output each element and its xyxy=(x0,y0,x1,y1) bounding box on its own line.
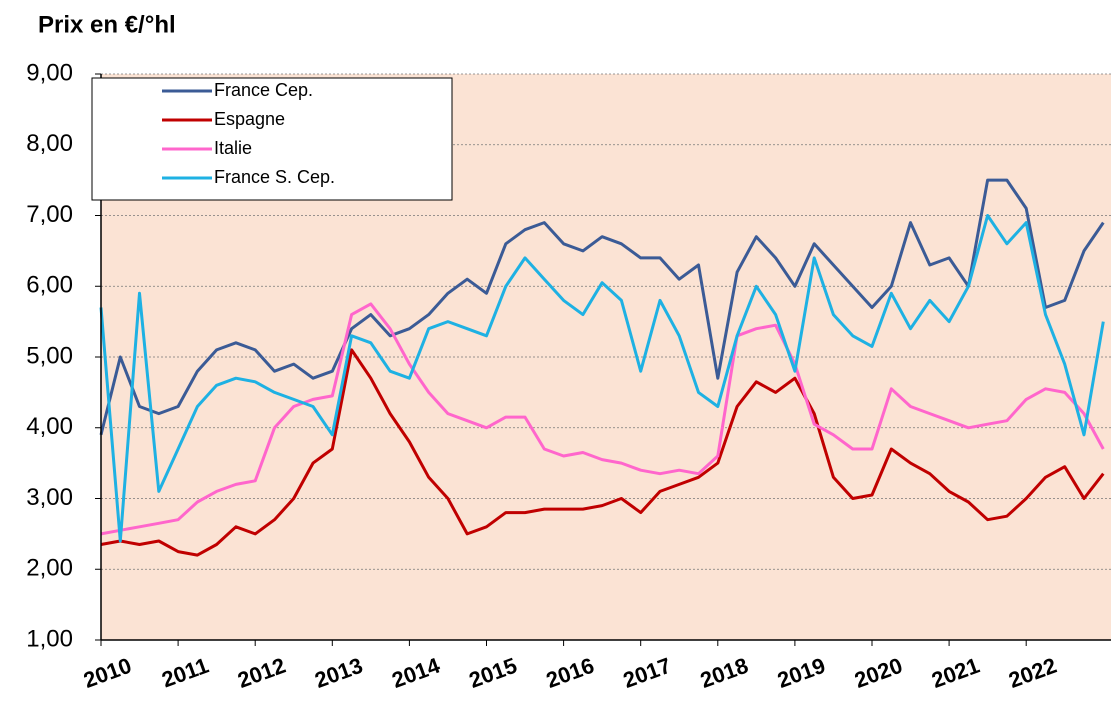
chart-title: Prix en €/°hl xyxy=(38,11,176,38)
lines xyxy=(99,178,1105,557)
x-tick-label: 2021 xyxy=(928,653,983,693)
y-tick-label: 3,00 xyxy=(26,484,73,511)
legend-label: France Cep. xyxy=(214,80,313,100)
x-tick-label: 2022 xyxy=(1005,653,1060,693)
x-tick-label: 2018 xyxy=(697,653,752,693)
x-tick-label: 2019 xyxy=(774,653,829,693)
y-tick-label: 9,00 xyxy=(26,59,73,86)
x-tick-label: 2017 xyxy=(620,653,675,693)
series-line xyxy=(99,214,1105,543)
legend-label: France S. Cep. xyxy=(214,167,335,187)
legend: France Cep. Espagne Italie France S. Cep. xyxy=(91,77,453,201)
x-tick-label: 2015 xyxy=(466,653,521,693)
series-line xyxy=(99,178,1105,436)
y-tick-label: 6,00 xyxy=(26,272,73,299)
series-line xyxy=(100,302,1105,536)
x-tick-label: 2012 xyxy=(234,653,289,693)
y-tick-label: 2,00 xyxy=(26,555,73,582)
legend-label: Espagne xyxy=(214,109,285,129)
y-tick-label: 1,00 xyxy=(26,625,73,652)
x-tick-label: 2016 xyxy=(543,653,598,693)
y-tick-label: 8,00 xyxy=(26,130,73,157)
legend-label: Italie xyxy=(214,138,252,158)
series-line xyxy=(100,348,1105,557)
x-tick-label: 2011 xyxy=(158,653,211,693)
x-tick-label: 2013 xyxy=(311,653,366,693)
y-tick-label: 4,00 xyxy=(26,413,73,440)
x-tick-label: 2014 xyxy=(389,652,444,692)
x-tick-label: 2010 xyxy=(80,653,135,693)
x-tick-label: 2020 xyxy=(851,653,906,693)
y-tick-label: 7,00 xyxy=(26,201,73,228)
y-tick-label: 5,00 xyxy=(26,342,73,369)
legend-box xyxy=(91,77,453,201)
